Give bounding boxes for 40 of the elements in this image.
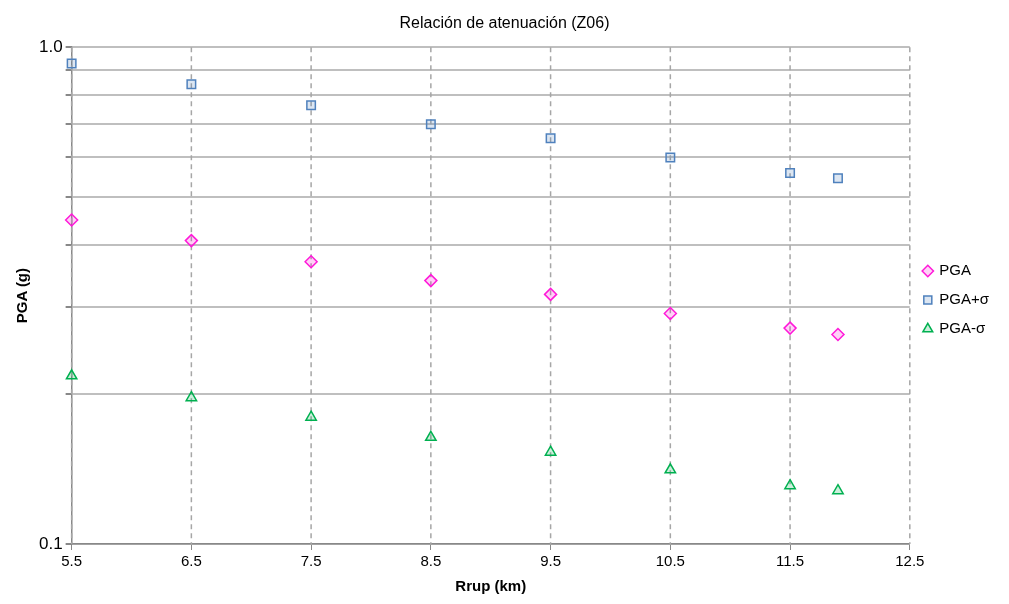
point: [65, 369, 78, 380]
point: [831, 327, 845, 342]
point: [784, 478, 797, 490]
point: [545, 133, 556, 144]
point: [185, 390, 198, 402]
point: [664, 463, 677, 474]
point: [186, 79, 197, 90]
x-tick-label: 7.5: [300, 552, 322, 570]
point: [543, 287, 558, 302]
point: [424, 273, 438, 288]
y-axis-title: PGA (g): [13, 267, 31, 324]
point: [665, 152, 676, 163]
point: [832, 483, 844, 495]
point: [64, 213, 79, 227]
point: [305, 410, 318, 421]
legend-label: PGA-σ: [939, 319, 986, 337]
point: [425, 119, 436, 130]
point: [306, 100, 317, 111]
point: [783, 321, 797, 335]
x-axis-title: Rrup (km): [455, 577, 527, 595]
point: [785, 168, 796, 179]
legend-label: PGA+σ: [939, 290, 990, 308]
x-tick-label: 5.5: [61, 552, 83, 570]
point: [832, 173, 843, 184]
point: [184, 233, 199, 248]
x-tick-label: 8.5: [420, 552, 442, 570]
x-tick-label: 11.5: [776, 552, 805, 570]
y-tick-label: 0.1: [38, 533, 63, 553]
point: [424, 430, 437, 442]
x-tick-label: 9.5: [540, 552, 562, 570]
x-tick-label: 12.5: [895, 552, 925, 570]
point: [663, 306, 678, 321]
point: [66, 58, 77, 69]
legend-label: PGA: [939, 261, 971, 279]
point: [304, 254, 318, 269]
chart-title: Relación de atenuación (Z06): [399, 14, 610, 32]
x-tick-label: 6.5: [180, 552, 202, 570]
point: [544, 445, 557, 456]
y-tick-label: 1.0: [38, 36, 63, 56]
x-tick-label: 10.5: [655, 552, 685, 570]
